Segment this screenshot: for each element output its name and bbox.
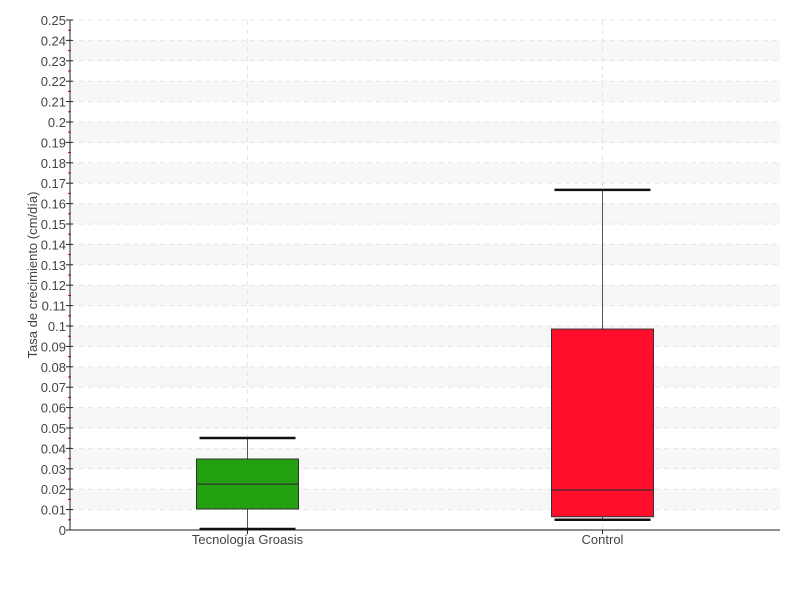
- y-tick-label: 0.04: [41, 441, 66, 456]
- grid-band: [71, 81, 780, 102]
- grid-band: [71, 366, 780, 388]
- y-tick-label: 0.09: [41, 339, 66, 354]
- y-tick-label: 0.22: [41, 74, 66, 89]
- y-tick-label: 0.02: [41, 482, 66, 497]
- y-tick-label: 0.2: [48, 115, 66, 130]
- y-tick-label: 0.17: [41, 176, 66, 191]
- y-tick-label: 0.12: [41, 278, 66, 293]
- x-tick-label: Tecnología Groasis: [192, 532, 304, 547]
- y-tick-label: 0.21: [41, 95, 66, 110]
- y-tick-label: 0.16: [41, 197, 66, 212]
- y-tick-label: 0.23: [41, 54, 66, 69]
- y-tick-label: 0.13: [41, 258, 66, 273]
- x-tick-label: Control: [582, 532, 624, 547]
- grid-band: [71, 448, 780, 469]
- y-tick-label: 0.24: [41, 33, 66, 48]
- grid-band: [71, 203, 780, 224]
- grid-band: [71, 244, 780, 265]
- y-tick-label: 0.08: [41, 360, 66, 375]
- grid-band: [71, 326, 780, 347]
- y-tick-label: 0.01: [41, 503, 66, 518]
- grid-band: [71, 285, 780, 306]
- grid-band: [71, 162, 780, 184]
- y-tick-label: 0.07: [41, 380, 66, 395]
- y-tick-label: 0.15: [41, 217, 66, 232]
- grid-band: [71, 40, 780, 61]
- y-tick-label: 0.11: [42, 299, 66, 314]
- y-tick-label: 0.05: [41, 421, 66, 436]
- y-tick-label: 0.25: [41, 13, 66, 28]
- y-axis-label: Tasa de crecimiento (cm/día): [25, 192, 40, 359]
- grid-band: [71, 407, 780, 428]
- y-tick-label: 0.03: [41, 462, 66, 477]
- y-tick-label: 0: [59, 523, 66, 538]
- y-tick-label: 0.1: [48, 319, 66, 334]
- y-tick-label: 0.06: [41, 401, 66, 416]
- y-tick-label: 0.18: [41, 156, 66, 171]
- grid-band: [71, 122, 780, 143]
- y-tick-label: 0.14: [41, 237, 66, 252]
- y-tick-label: 0.19: [41, 135, 66, 150]
- box-1: [551, 328, 654, 518]
- grid-band: [71, 489, 780, 510]
